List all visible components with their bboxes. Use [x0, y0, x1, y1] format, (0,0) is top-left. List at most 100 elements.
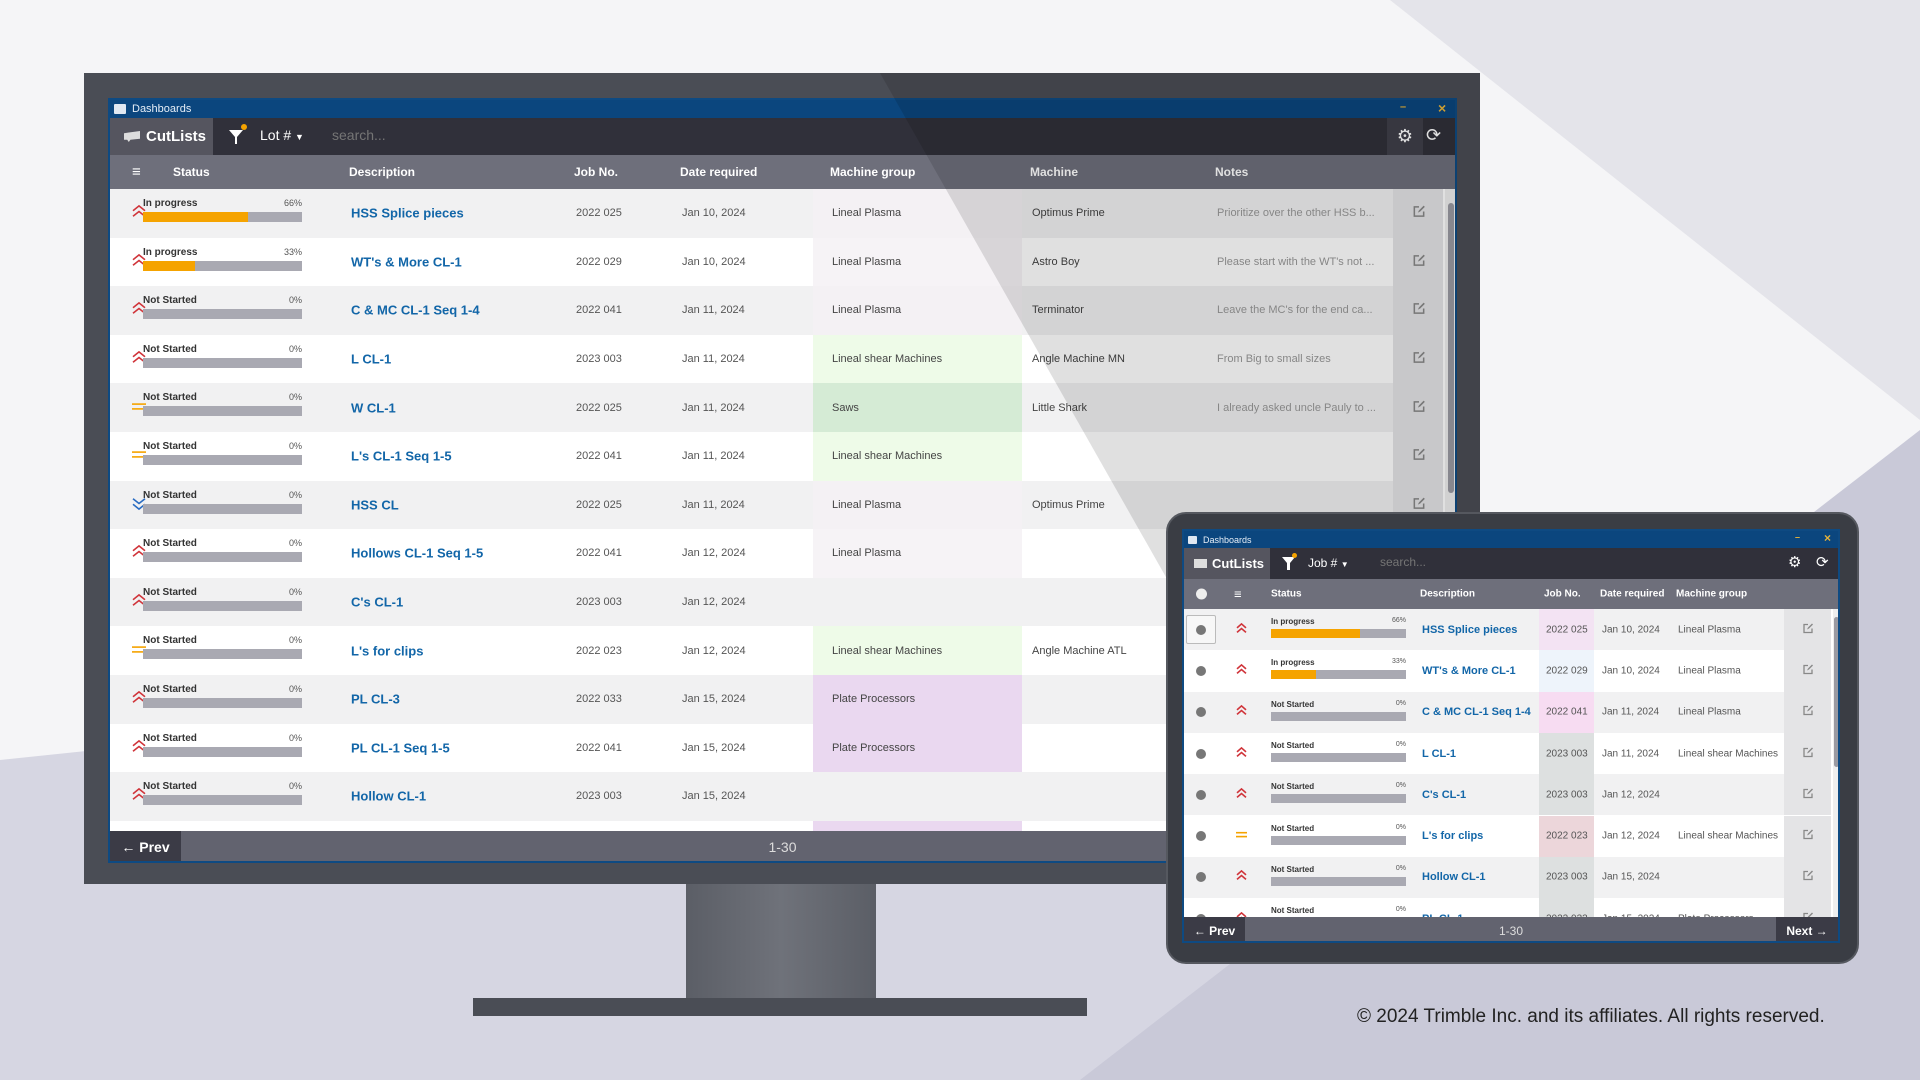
prev-button[interactable]: ← Prev: [110, 831, 181, 861]
table-row[interactable]: In progress 33% WT's & More CL-1 2022 02…: [110, 237, 1443, 287]
header-status[interactable]: Status: [173, 165, 210, 179]
description-link[interactable]: C's CL-1: [1422, 788, 1467, 801]
edit-icon[interactable]: [1802, 746, 1814, 761]
lot-dropdown[interactable]: Lot # ▼: [260, 127, 304, 143]
edit-icon[interactable]: [1802, 870, 1814, 885]
header-notes[interactable]: Notes: [1215, 165, 1249, 179]
filter-icon[interactable]: [228, 124, 247, 150]
table-row[interactable]: Not Started 0% L's for clips 2022 023 Ja…: [1184, 815, 1831, 857]
expand-row-icon[interactable]: [1196, 913, 1206, 917]
edit-icon[interactable]: [1802, 787, 1814, 802]
description-link[interactable]: C's CL-1: [351, 594, 404, 610]
table-row[interactable]: Not Started 0% C & MC CL-1 Seq 1-4 2022 …: [110, 286, 1443, 335]
description-link[interactable]: L's for clips: [351, 643, 424, 659]
description-link[interactable]: PL CL-3: [351, 691, 400, 707]
table-row[interactable]: In progress 33% WT's & More CL-1 2022 02…: [1184, 650, 1831, 692]
minimize-button[interactable]: –: [1795, 532, 1801, 542]
close-button[interactable]: ×: [1438, 100, 1447, 116]
progress-bar: [143, 260, 302, 271]
expand-row-icon[interactable]: [1196, 707, 1206, 718]
edit-icon[interactable]: [1412, 302, 1426, 319]
description-link[interactable]: HSS Splice pieces: [351, 205, 464, 221]
description-link[interactable]: C & MC CL-1 Seq 1-4: [351, 302, 480, 318]
header-description[interactable]: Description: [349, 165, 416, 179]
tab-cutlists[interactable]: CutLists: [110, 118, 213, 155]
description-link[interactable]: L's for clips: [1422, 830, 1484, 843]
search-input[interactable]: [1380, 555, 1730, 569]
description-link[interactable]: Hollows CL-1 Seq 1-5: [351, 545, 484, 561]
header-job-no[interactable]: Job No.: [574, 165, 618, 179]
description-link[interactable]: W CL-1: [351, 400, 396, 416]
edit-icon[interactable]: [1802, 829, 1814, 844]
table-row[interactable]: Not Started 0% C & MC CL-1 Seq 1-4 2022 …: [1184, 691, 1831, 733]
prev-button[interactable]: ← Prev: [1184, 917, 1245, 941]
header-machine[interactable]: Machine: [1030, 165, 1079, 179]
table-row[interactable]: Not Started 0% C's CL-1 2023 003 Jan 12,…: [1184, 774, 1831, 816]
edit-icon[interactable]: [1412, 496, 1426, 513]
table-row[interactable]: In progress 66% HSS Splice pieces 2022 0…: [110, 189, 1443, 238]
scrollbar[interactable]: [1833, 609, 1838, 917]
edit-icon[interactable]: [1412, 205, 1426, 222]
scrollbar-thumb[interactable]: [1448, 203, 1454, 493]
header-job-no[interactable]: Job No.: [1544, 588, 1581, 600]
description-link[interactable]: HSS CL: [351, 497, 399, 513]
header-status[interactable]: Status: [1271, 588, 1302, 600]
edit-icon[interactable]: [1412, 351, 1426, 368]
description-link[interactable]: PL CL-1: [1422, 913, 1463, 917]
edit-icon[interactable]: [1412, 448, 1426, 465]
description-link[interactable]: HSS Splice pieces: [1422, 623, 1518, 636]
scrollbar-thumb[interactable]: [1834, 617, 1838, 767]
tab-cutlists[interactable]: CutLists: [1184, 548, 1270, 579]
refresh-icon[interactable]: ⟳: [1816, 554, 1829, 571]
description-link[interactable]: Hollow CL-1: [1422, 871, 1486, 884]
edit-icon[interactable]: [1802, 663, 1814, 678]
edit-icon[interactable]: [1412, 399, 1426, 416]
search-input[interactable]: [332, 127, 1132, 143]
description-link[interactable]: WT's & More CL-1: [1422, 664, 1516, 677]
description-link[interactable]: C & MC CL-1 Seq 1-4: [1422, 706, 1531, 719]
expand-all-icon[interactable]: [1196, 588, 1207, 600]
table-row[interactable]: Not Started 0% L's CL-1 Seq 1-5 2022 041…: [110, 432, 1443, 481]
column-menu-icon[interactable]: ≡: [1234, 586, 1242, 602]
minimize-button[interactable]: –: [1400, 101, 1407, 113]
table-row[interactable]: Not Started 0% HSS CL 2022 025 Jan 11, 2…: [110, 480, 1443, 530]
description-link[interactable]: L CL-1: [1422, 747, 1457, 760]
description-link[interactable]: Hollow CL-1: [351, 788, 427, 804]
next-button[interactable]: Next →: [1776, 917, 1838, 941]
close-button[interactable]: ×: [1824, 531, 1832, 545]
header-machine-group[interactable]: Machine group: [830, 165, 916, 179]
table-row[interactable]: Not Started 0% PL CL-1 2022 033 Jan 15, …: [1184, 898, 1831, 917]
table-row[interactable]: Not Started 0% L CL-1 2023 003 Jan 11, 2…: [1184, 732, 1831, 775]
priority-medium-icon: [131, 447, 147, 466]
description-link[interactable]: PL CL-1 Seq 1-5: [351, 740, 450, 756]
expand-row-icon[interactable]: [1196, 831, 1206, 842]
expand-row-icon[interactable]: [1196, 748, 1206, 759]
description-link[interactable]: L's CL-1 Seq 1-5: [351, 448, 452, 464]
expand-row-icon[interactable]: [1196, 624, 1206, 635]
edit-icon[interactable]: [1412, 253, 1426, 270]
job-dropdown[interactable]: Job # ▼: [1308, 556, 1349, 570]
expand-row-icon[interactable]: [1196, 789, 1206, 800]
expand-row-icon[interactable]: [1196, 872, 1206, 883]
filter-icon[interactable]: [1282, 553, 1297, 575]
table-row[interactable]: Not Started 0% Hollow CL-1 2023 003 Jan …: [1184, 856, 1831, 899]
header-machine-group[interactable]: Machine group: [1676, 588, 1748, 600]
header-description[interactable]: Description: [1420, 588, 1476, 600]
column-menu-icon[interactable]: ≡: [132, 163, 141, 181]
date-required: Jan 10, 2024: [1602, 665, 1660, 677]
header-date-required[interactable]: Date required: [1600, 588, 1665, 600]
refresh-icon[interactable]: ⟳: [1426, 125, 1442, 145]
edit-icon[interactable]: [1802, 705, 1814, 720]
table-row[interactable]: Not Started 0% W CL-1 2022 025 Jan 11, 2…: [110, 383, 1443, 432]
expand-row-icon[interactable]: [1196, 665, 1206, 676]
table-row[interactable]: In progress 66% HSS Splice pieces 2022 0…: [1184, 609, 1831, 651]
description-link[interactable]: WT's & More CL-1: [351, 254, 462, 270]
scrollbar[interactable]: [1445, 189, 1455, 831]
description-link[interactable]: L CL-1: [351, 351, 392, 367]
settings-gear-icon[interactable]: ⚙: [1387, 118, 1423, 155]
edit-icon[interactable]: [1802, 911, 1814, 917]
header-date-required[interactable]: Date required: [680, 165, 758, 179]
table-row[interactable]: Not Started 0% L CL-1 2023 003 Jan 11, 2…: [110, 334, 1443, 384]
settings-gear-icon[interactable]: ⚙: [1788, 554, 1802, 571]
edit-icon[interactable]: [1802, 622, 1814, 637]
